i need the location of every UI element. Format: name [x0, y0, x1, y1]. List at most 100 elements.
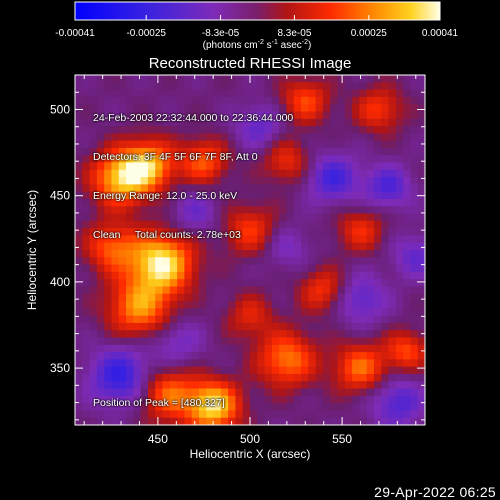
- heatmap-cell: [373, 257, 382, 266]
- heatmap-cell: [184, 235, 193, 244]
- heatmap-cell: [301, 177, 309, 185]
- heatmap-cell: [242, 381, 251, 390]
- heatmap-cell: [169, 206, 178, 215]
- heatmap-cell: [264, 191, 273, 200]
- heatmap-cell: [133, 352, 142, 360]
- heatmap-cell: [359, 104, 368, 113]
- heatmap-cell: [169, 330, 178, 339]
- heatmap-cell: [118, 198, 127, 207]
- heatmap-cell: [322, 118, 331, 127]
- heatmap-cell: [118, 220, 127, 229]
- heatmap-cell: [271, 264, 280, 273]
- heatmap-cell: [169, 403, 178, 412]
- heatmap-cell: [257, 352, 266, 360]
- heatmap-cell: [96, 381, 105, 390]
- heatmap-cell: [264, 155, 273, 164]
- heatmap-cell: [82, 257, 91, 266]
- heatmap-cell: [177, 118, 185, 127]
- heatmap-cell: [271, 82, 280, 91]
- heatmap-cell: [403, 213, 412, 222]
- heatmap-cell: [322, 301, 331, 309]
- heatmap-cell: [177, 337, 185, 346]
- heatmap-cell: [235, 155, 244, 164]
- heatmap-cell: [111, 155, 120, 164]
- heatmap-cell: [140, 184, 149, 193]
- heatmap-cell: [388, 366, 397, 375]
- heatmap-cell: [330, 198, 339, 207]
- heatmap-cell: [279, 191, 288, 200]
- heatmap-cell: [198, 286, 207, 295]
- heatmap-cell: [366, 344, 375, 353]
- heatmap-cell: [82, 395, 91, 404]
- heatmap-cell: [147, 184, 156, 193]
- heatmap-cell: [410, 410, 419, 419]
- heatmap-cell: [169, 111, 178, 120]
- heatmap-cell: [191, 403, 200, 412]
- heatmap-cell: [140, 301, 149, 309]
- heatmap-cell: [235, 410, 244, 419]
- heatmap-cell: [162, 75, 171, 83]
- heatmap-cell: [228, 118, 237, 127]
- heatmap-cell: [257, 191, 266, 200]
- heatmap-cell: [410, 111, 419, 120]
- heatmap-cell: [198, 381, 207, 390]
- heatmap-cell: [352, 82, 360, 91]
- heatmap-cell: [352, 271, 360, 280]
- heatmap-cell: [155, 220, 164, 229]
- heatmap-cell: [373, 352, 382, 360]
- heatmap-cell: [388, 126, 397, 134]
- heatmap-cell: [89, 359, 98, 368]
- heatmap-cell: [89, 403, 98, 412]
- heatmap-cell: [301, 213, 309, 222]
- heatmap-cell: [279, 301, 288, 309]
- heatmap-cell: [126, 330, 134, 339]
- heatmap-cell: [228, 184, 237, 193]
- heatmap-cell: [352, 279, 360, 288]
- heatmap-cell: [140, 126, 149, 134]
- heatmap-cell: [352, 89, 360, 98]
- heatmap-cell: [359, 118, 368, 127]
- heatmap-cell: [140, 315, 149, 324]
- heatmap-cell: [359, 279, 368, 288]
- heatmap-cell: [344, 366, 353, 375]
- heatmap-cell: [147, 235, 156, 244]
- heatmap-cell: [206, 417, 215, 425]
- heatmap-cell: [337, 184, 346, 193]
- heatmap-cell: [381, 417, 390, 425]
- heatmap-cell: [388, 352, 397, 360]
- heatmap-cell: [147, 118, 156, 127]
- heatmap-cell: [271, 89, 280, 98]
- heatmap-cell: [147, 133, 156, 142]
- heatmap-cell: [381, 118, 390, 127]
- heatmap-cell: [308, 388, 317, 397]
- heatmap-cell: [177, 264, 185, 273]
- heatmap-cell: [169, 177, 178, 185]
- heatmap-cell: [242, 344, 251, 353]
- heatmap-cell: [126, 373, 134, 382]
- heatmap-cell: [213, 177, 222, 185]
- heatmap-cell: [228, 337, 237, 346]
- heatmap-cell: [169, 257, 178, 266]
- heatmap-cell: [373, 235, 382, 244]
- heatmap-cell: [242, 301, 251, 309]
- heatmap-cell: [264, 82, 273, 91]
- heatmap-cell: [213, 75, 222, 83]
- heatmap-cell: [133, 403, 142, 412]
- heatmap-cell: [118, 126, 127, 134]
- heatmap-cell: [198, 184, 207, 193]
- heatmap-cell: [140, 155, 149, 164]
- heatmap-cell: [184, 147, 193, 156]
- heatmap-cell: [301, 118, 309, 127]
- heatmap-cell: [140, 104, 149, 113]
- heatmap-cell: [111, 228, 120, 237]
- heatmap-cell: [220, 250, 229, 258]
- heatmap-cell: [337, 126, 346, 134]
- heatmap-cell: [279, 162, 288, 171]
- heatmap-cell: [169, 235, 178, 244]
- heatmap-cell: [366, 293, 375, 302]
- heatmap-cell: [322, 315, 331, 324]
- heatmap-cell: [126, 75, 134, 83]
- heatmap-cell: [191, 381, 200, 390]
- heatmap-cell: [111, 206, 120, 215]
- heatmap-cell: [228, 264, 237, 273]
